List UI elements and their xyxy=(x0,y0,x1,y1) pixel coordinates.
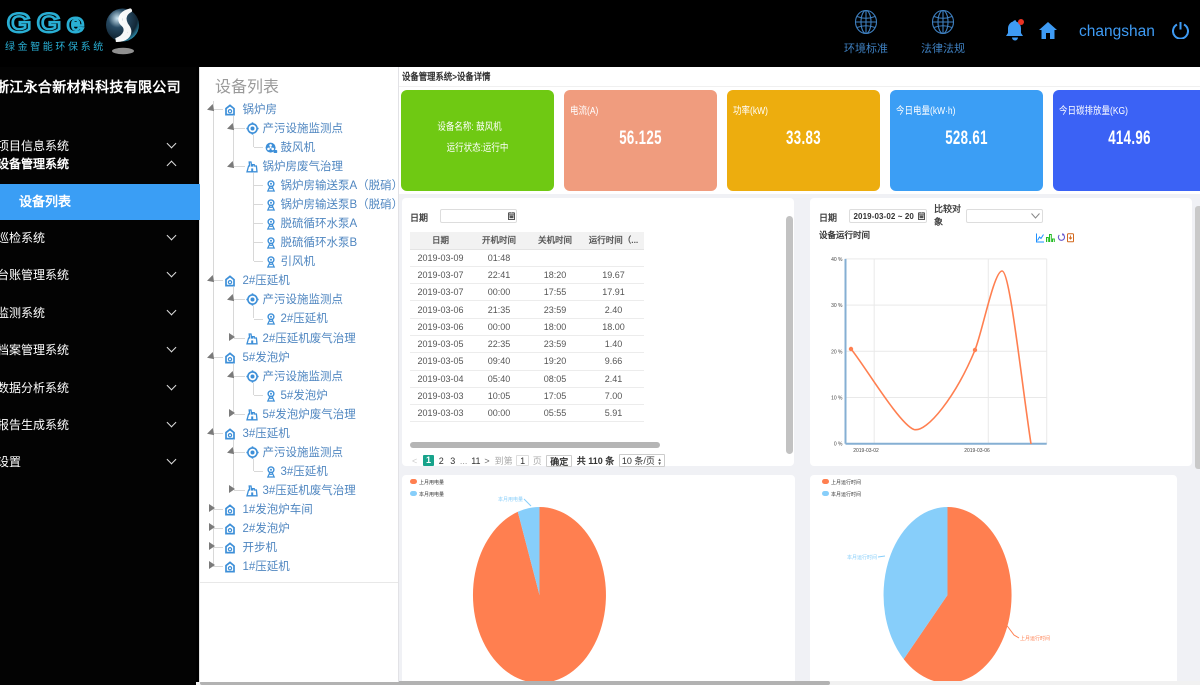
svg-text:0 %: 0 % xyxy=(834,442,843,448)
svg-text:20 %: 20 % xyxy=(831,349,843,355)
svg-text:10 %: 10 % xyxy=(831,396,843,402)
svg-text:上月运行时间: 上月运行时间 xyxy=(1020,635,1050,642)
svg-text:2019-03-06: 2019-03-06 xyxy=(964,448,990,454)
svg-text:本月用电量: 本月用电量 xyxy=(498,496,523,503)
svg-text:本月运行时间: 本月运行时间 xyxy=(847,554,877,561)
svg-text:2019-03-02: 2019-03-02 xyxy=(853,448,879,454)
svg-text:40 %: 40 % xyxy=(831,257,843,263)
svg-text:30 %: 30 % xyxy=(831,303,843,309)
